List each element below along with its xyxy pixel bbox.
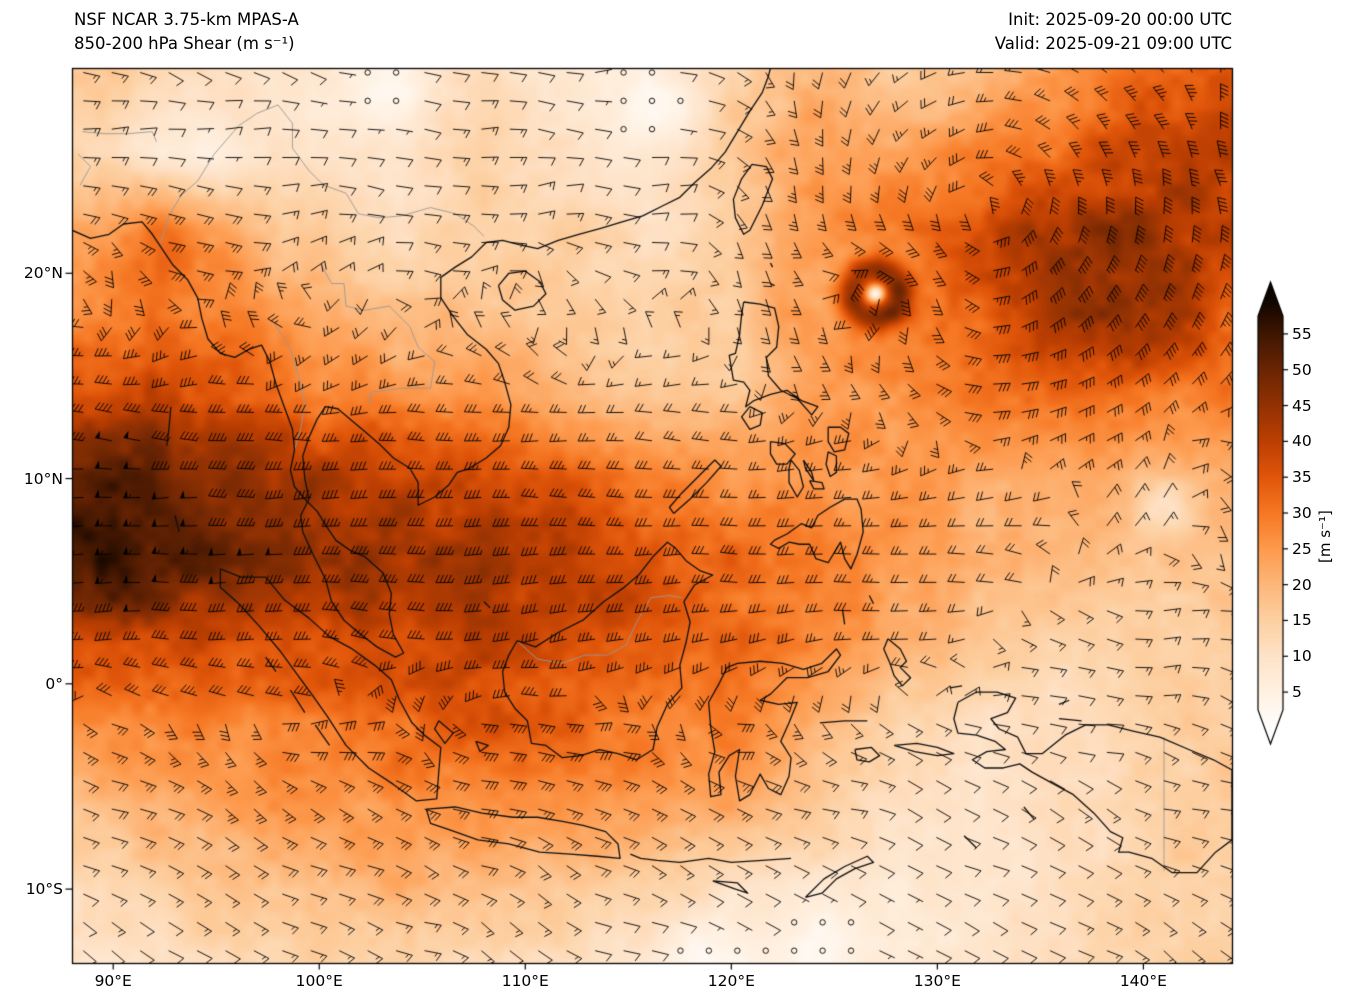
plot-time-block: Init: 2025-09-20 00:00 UTC Valid: 2025-0…: [995, 8, 1232, 56]
lon-tick-label: 130°E: [913, 972, 961, 990]
colorbar-unit-label: [m s⁻¹]: [1316, 510, 1334, 563]
lon-tick-label: 120°E: [707, 972, 755, 990]
colorbar-tick-label: 10: [1292, 647, 1312, 666]
init-time: Init: 2025-09-20 00:00 UTC: [1008, 10, 1232, 29]
lat-tick-label: 10°N: [23, 469, 63, 488]
lon-tick-label: 110°E: [501, 972, 549, 990]
plot-title-block: NSF NCAR 3.75-km MPAS-A 850-200 hPa Shea…: [74, 8, 299, 56]
colorbar-tick-label: 35: [1292, 468, 1312, 487]
colorbar-tick-label: 15: [1292, 611, 1312, 630]
model-name: NSF NCAR 3.75-km MPAS-A: [74, 10, 299, 29]
valid-time: Valid: 2025-09-21 09:00 UTC: [994, 34, 1232, 53]
lon-tick-label: 140°E: [1119, 972, 1167, 990]
field-name: 850-200 hPa Shear (m s⁻¹): [74, 34, 295, 53]
colorbar-tick-label: 55: [1292, 324, 1312, 343]
colorbar-tick-label: 30: [1292, 504, 1312, 522]
colorbar-tick-label: 5: [1292, 683, 1302, 702]
lat-tick-label: 10°S: [25, 880, 63, 899]
lon-tick-label: 100°E: [295, 972, 343, 990]
colorbar-tick-label: 50: [1292, 360, 1312, 379]
lon-tick-label: 90°E: [94, 972, 132, 990]
colorbar-tick-label: 20: [1292, 575, 1312, 594]
lat-tick-label: 20°N: [23, 264, 63, 283]
colorbar-tick-label: 40: [1292, 432, 1312, 451]
colorbar-tick-label: 45: [1292, 396, 1312, 415]
colorbar-tick-label: 25: [1292, 539, 1312, 558]
lat-tick-label: 0°: [45, 674, 63, 693]
